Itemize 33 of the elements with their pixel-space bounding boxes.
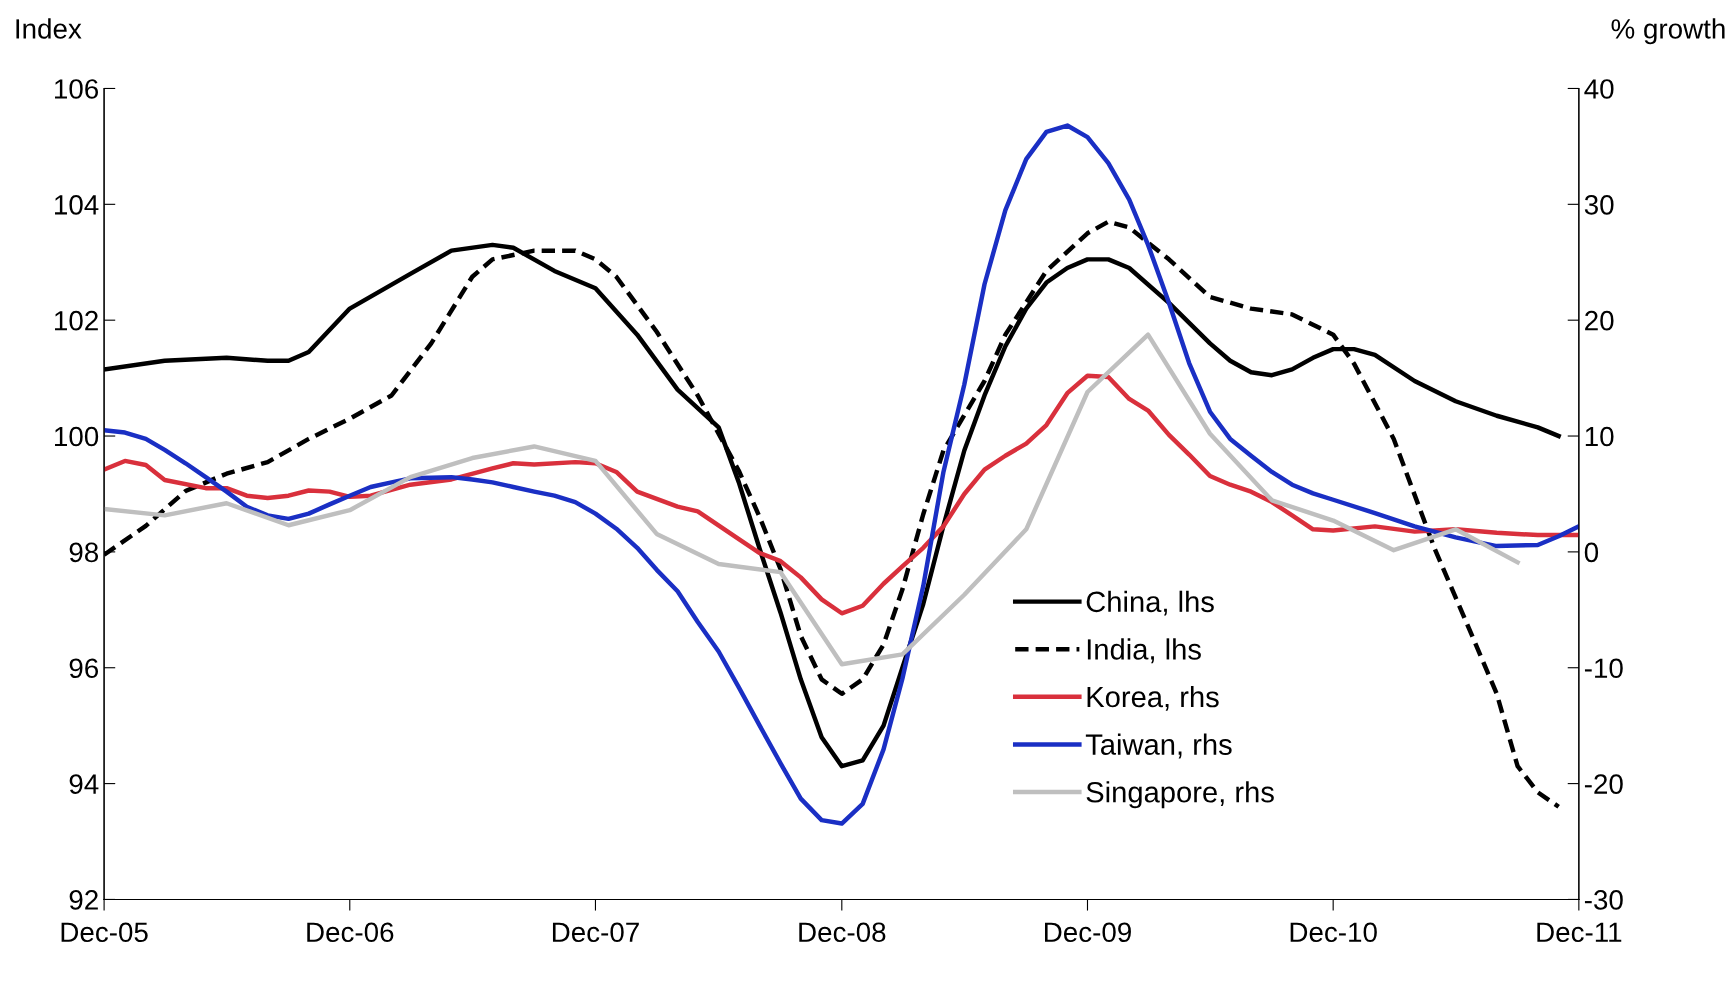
legend-label: Singapore, rhs xyxy=(1086,781,1274,809)
y2-tick-label: 0 xyxy=(1584,542,1599,563)
y2-tick-label: -20 xyxy=(1584,774,1623,794)
y2-tick-label: 30 xyxy=(1584,194,1614,215)
x-tick-label: Dec-10 xyxy=(1290,922,1377,943)
y2-tick-label: 10 xyxy=(1585,426,1614,447)
x-tick-label: Dec-11 xyxy=(1537,922,1622,943)
line-series xyxy=(104,373,1579,616)
legend-label: Taiwan, rhs xyxy=(1085,733,1232,759)
y2-tick-label: 40 xyxy=(1584,79,1614,99)
y-tick-label: 102 xyxy=(55,310,98,331)
y-tick-label: 98 xyxy=(69,542,99,563)
line-series xyxy=(104,332,1520,667)
y-tick-label: 96 xyxy=(69,658,99,679)
y2-tick-label: -30 xyxy=(1584,890,1623,910)
legend-label: India, lhs xyxy=(1087,638,1201,664)
y2-axis-title: % growth xyxy=(1611,18,1725,45)
x-tick-label: Dec-08 xyxy=(799,922,886,943)
x-tick-label: Dec-05 xyxy=(61,922,148,943)
y-tick-label: 92 xyxy=(69,890,98,910)
line-series xyxy=(104,123,1579,826)
legend-label: China, lhs xyxy=(1086,590,1214,616)
x-tick-label: Dec-06 xyxy=(307,922,394,943)
y-tick-label: 100 xyxy=(55,426,99,447)
y2-tick-label: 20 xyxy=(1585,310,1614,331)
y-tick-label: 106 xyxy=(55,79,99,99)
y-tick-label: 104 xyxy=(55,194,99,215)
y2-tick-label: -10 xyxy=(1584,658,1623,679)
y-axis-title: Index xyxy=(16,18,82,39)
y-tick-label: 94 xyxy=(69,774,99,794)
x-tick-label: Dec-07 xyxy=(552,922,639,943)
legend-label: Korea, rhs xyxy=(1087,685,1219,711)
x-tick-label: Dec-09 xyxy=(1045,922,1131,943)
